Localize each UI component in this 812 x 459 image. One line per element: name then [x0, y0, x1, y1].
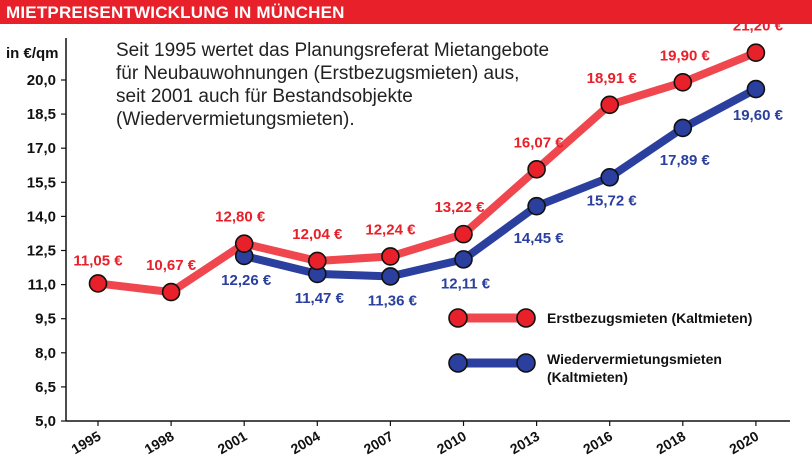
x-tick-label: 2004 [288, 428, 323, 458]
chart-title: MIETPREISENTWICKLUNG IN MÜNCHEN [6, 3, 345, 22]
data-label-red: 13,22 € [434, 199, 485, 216]
data-label-blue: 12,11 € [441, 275, 491, 292]
y-tick-label: 5,0 [35, 413, 56, 430]
data-label-blue: 11,47 € [295, 290, 345, 307]
y-tick-label: 12,5 [27, 243, 56, 260]
data-point-blue [381, 267, 400, 286]
y-tick-label: 9,5 [35, 311, 56, 328]
x-tick-label: 2001 [215, 428, 250, 458]
title-banner: MIETPREISENTWICKLUNG IN MÜNCHEN [0, 0, 812, 24]
legend-marker-blue [516, 353, 536, 373]
series-lines [94, 48, 760, 297]
data-point-red [527, 160, 546, 179]
x-tick-label: 2018 [653, 428, 688, 458]
data-point-red [234, 234, 254, 253]
legend-label-blue: Wiedervermietungsmieten [547, 351, 722, 367]
data-label-blue: 11,36 € [368, 292, 418, 309]
x-tick-label: 1995 [69, 428, 104, 458]
x-tick-label: 2013 [507, 428, 542, 458]
data-point-red [600, 95, 620, 115]
data-labels: 12,26 € 11,47 € 11,36 € 12,11 € 14,45 € 15,72… [73, 18, 783, 310]
data-point-blue [454, 250, 473, 269]
data-point-red [454, 224, 473, 244]
y-tick-label: 6,5 [35, 379, 56, 396]
legend: Erstbezugsmieten (Kaltmieten) Wiedervermi… [448, 308, 752, 385]
data-label-red: 19,90 € [660, 47, 711, 64]
y-axis-unit-label: in €/qm [6, 45, 59, 62]
x-tick-label: 1998 [142, 428, 177, 458]
data-label-red: 21,20 € [733, 18, 784, 35]
data-point-blue [746, 79, 766, 99]
chart-description: Seit 1995 wertet das Planungsreferat Mie… [116, 40, 549, 130]
data-label-blue: 14,45 € [514, 230, 565, 247]
chart-axes [65, 38, 790, 422]
data-label-red: 18,91 € [587, 70, 638, 87]
series-points [88, 43, 766, 302]
y-tick-label: 11,0 [28, 277, 56, 294]
x-tick-label: 2010 [434, 428, 469, 458]
y-tick-label: 17,0 [27, 140, 56, 157]
description-line: für Neubauwohnungen (Erstbezugsmieten) a… [116, 63, 519, 84]
data-label-blue: 17,89 € [660, 152, 711, 169]
x-tick-label: 2020 [726, 428, 761, 458]
x-tick-label: 2007 [361, 428, 396, 458]
series-line-red [94, 48, 760, 297]
data-point-red [88, 274, 108, 293]
y-tick-label: 14,0 [27, 208, 56, 225]
y-tick-label: 8,0 [35, 345, 56, 362]
data-label-blue: 12,26 € [221, 272, 272, 289]
data-label-red: 12,04 € [292, 226, 343, 243]
data-point-red [673, 72, 693, 92]
data-label-red: 10,67 € [146, 257, 197, 274]
legend-label-red: Erstbezugsmieten (Kaltmieten) [547, 310, 752, 326]
legend-marker-red [516, 308, 536, 328]
data-label-red: 12,80 € [215, 209, 266, 226]
data-point-red [746, 43, 766, 63]
y-tick-label: 18,5 [27, 106, 56, 123]
data-point-red [307, 251, 327, 271]
data-label-blue: 19,60 € [733, 107, 784, 124]
x-tick-label: 2016 [580, 428, 615, 458]
y-tick-label: 15,5 [27, 174, 56, 191]
data-point-red [381, 247, 400, 266]
data-label-red: 16,07 € [514, 134, 565, 151]
description-line: (Wiedervermietungsmieten). [116, 109, 355, 130]
description-line: Seit 1995 wertet das Planungsreferat Mie… [116, 40, 549, 61]
y-tick-label: 20,0 [27, 72, 56, 89]
description-line: seit 2001 auch für Bestandsobjekte [116, 86, 413, 107]
data-label-red: 11,05 € [73, 252, 123, 269]
data-point-blue [673, 118, 693, 138]
data-label-blue: 15,72 € [587, 192, 638, 209]
series-line-blue [240, 85, 760, 281]
data-point-blue [600, 167, 620, 187]
legend-marker-blue [448, 353, 468, 373]
legend-marker-red [448, 308, 468, 328]
legend-label-blue: (Kaltmieten) [547, 369, 628, 385]
data-point-red [161, 282, 181, 302]
data-point-blue [527, 196, 546, 216]
data-label-red: 12,24 € [365, 221, 416, 238]
